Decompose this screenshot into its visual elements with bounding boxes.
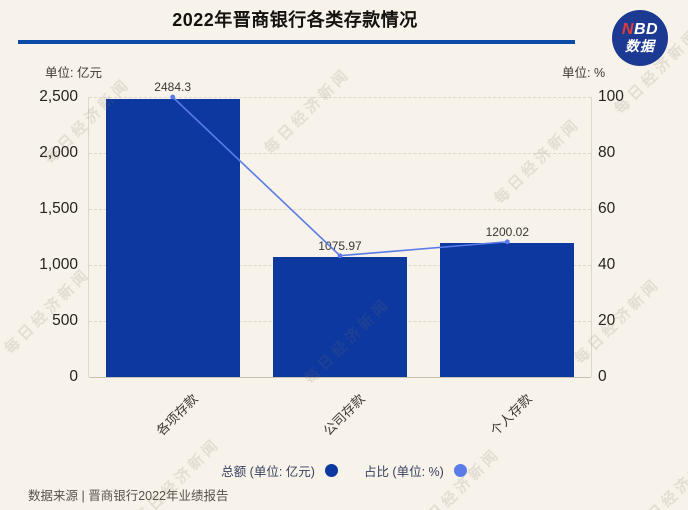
legend: 总额 (单位: 亿元) 占比 (单位: %) [0,461,688,479]
right-axis-tick-label: 80 [598,144,616,161]
gridline [89,209,591,210]
x-axis-category-label: 各项存款 [153,391,201,439]
legend-marker-dot [453,463,467,477]
chart-title: 2022年晋商银行各类存款情况 [172,10,418,30]
left-axis-tick-label: 1,500 [39,200,78,217]
legend-marker-dot [324,463,338,477]
legend-item-0: 总额 (单位: 亿元) [221,461,338,480]
legend-item-1: 占比 (单位: %) [364,461,467,480]
title-underline [18,40,575,44]
right-axis-tick-label: 60 [598,200,616,217]
right-axis-tick-label: 100 [598,88,624,105]
nbd-logo-wordmark: NBD [621,21,659,39]
gridline [89,153,591,154]
bar-各项存款 [105,98,240,377]
line-point [337,253,343,259]
nbd-logo-n: N [621,21,634,39]
right-axis-unit-label: 单位: % [562,66,606,80]
x-axis-category-label: 公司存款 [320,391,368,439]
nbd-data-logo: NBD 数据 [612,10,668,66]
x-axis-category-label: 个人存款 [487,391,536,439]
bar-公司存款 [273,256,407,377]
bar-value-label: 2484.3 [154,80,191,94]
right-axis-tick-label: 0 [598,368,607,385]
left-axis-tick-label: 2,500 [39,88,78,105]
right-axis-tick-label: 40 [598,256,616,273]
percentage-line-series [170,94,510,259]
data-source-note: 数据来源 | 晋商银行2022年业绩报告 [28,489,229,503]
plot-area: 2484.3 1075.97 1200.02 [88,80,592,378]
line-point [504,239,510,245]
bar-value-label: 1075.97 [318,238,362,253]
left-axis-unit-label: 单位: 亿元 [45,66,102,80]
bar-个人存款 [440,242,575,377]
legend-label: 占比 (单位: %) [363,464,444,479]
bar-value-label: 1200.02 [485,224,530,239]
left-axis-tick-label: 1,000 [39,256,78,273]
nbd-logo-subtitle: 数据 [625,38,655,55]
nbd-logo-bd: BD [633,21,659,39]
gridline [89,377,591,378]
left-axis-tick-label: 0 [69,368,78,385]
line-point [170,94,176,100]
left-axis-tick-label: 500 [52,312,78,329]
left-axis-tick-label: 2,000 [39,144,78,161]
gridline [89,97,591,98]
legend-label: 总额 (单位: 亿元) [221,464,315,479]
right-axis-tick-label: 20 [598,312,616,329]
